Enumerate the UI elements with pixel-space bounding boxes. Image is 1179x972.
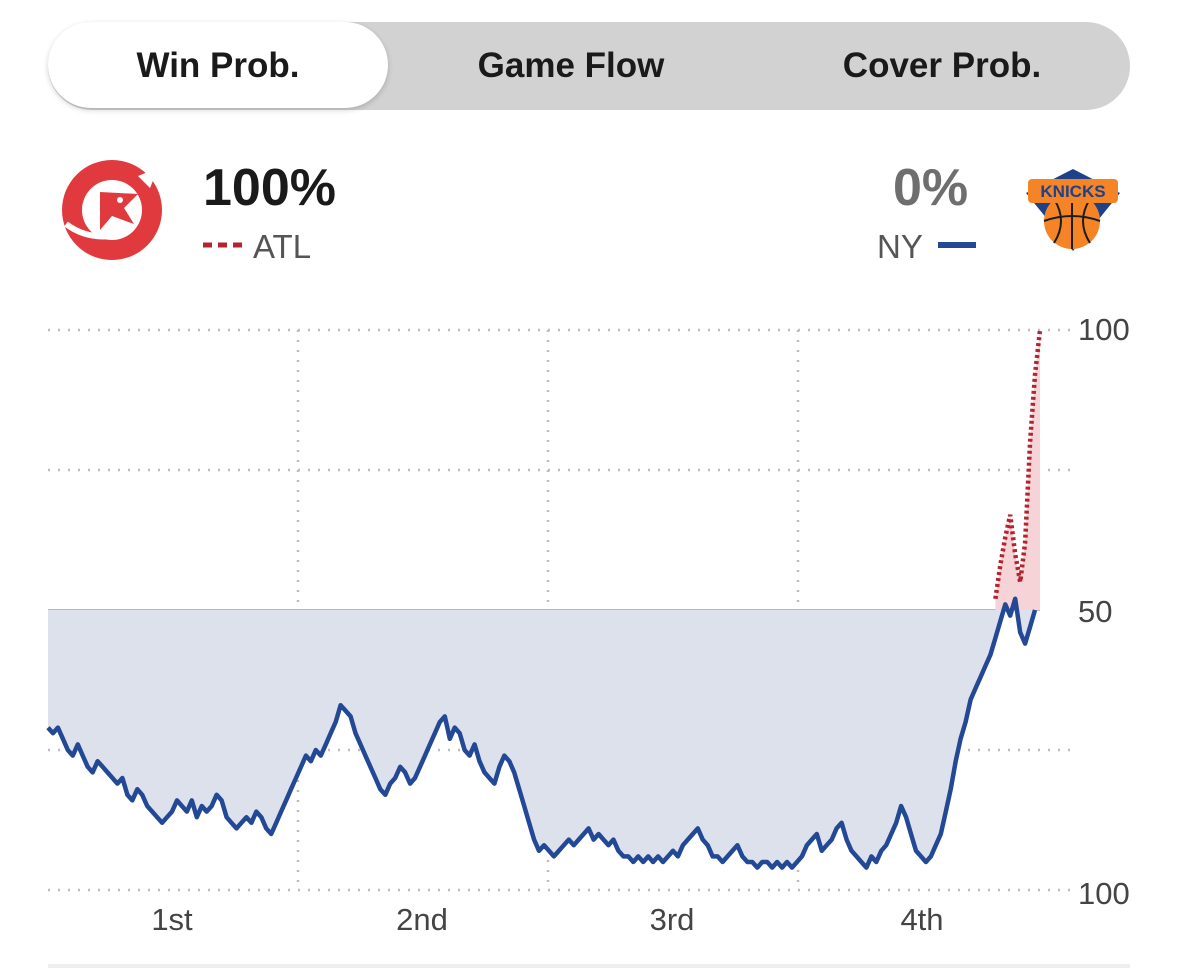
y-tick-label-2: 100 <box>1078 876 1130 911</box>
tab-bar: Win Prob. Game Flow Cover Prob. <box>48 22 1130 110</box>
ny-area-fill <box>48 598 1036 868</box>
svg-text:KNICKS: KNICKS <box>1040 182 1105 201</box>
ny-series-line <box>46 596 1038 870</box>
x-tick-label-0: 1st <box>151 902 193 937</box>
home-dash-legend <box>203 242 243 248</box>
y-tick-label-0: 100 <box>1078 312 1130 347</box>
y-tick-label-1: 50 <box>1078 594 1112 629</box>
atl-area-fill <box>995 330 1040 610</box>
away-win-pct: 0% <box>893 159 969 217</box>
away-team-abbr: NY <box>877 228 923 265</box>
tab-cover-prob[interactable]: Cover Prob. <box>842 46 1042 85</box>
home-team-abbr: ATL <box>253 228 312 265</box>
x-tick-label-1: 2nd <box>396 902 448 937</box>
tab-win-prob[interactable]: Win Prob. <box>48 22 388 108</box>
bottom-divider <box>48 964 1130 968</box>
home-win-pct: 100% <box>203 159 336 217</box>
away-solid-legend <box>938 242 976 248</box>
x-tick-label-3: 4th <box>900 902 943 937</box>
atl-series-line <box>993 329 1043 600</box>
hawks-logo <box>62 160 162 260</box>
knicks-logo: KNICKS <box>1026 169 1120 251</box>
x-tick-label-2: 3rd <box>650 902 695 937</box>
win-probability-chart: 100 50 100 1st 2nd 3rd 4th <box>46 312 1130 937</box>
tab-game-flow[interactable]: Game Flow <box>477 46 665 85</box>
